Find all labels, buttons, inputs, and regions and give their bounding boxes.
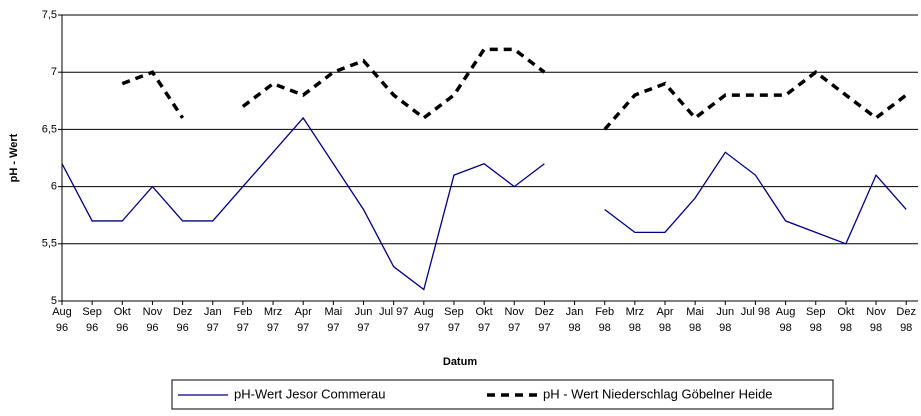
x-tick-label: Sep 98 (805, 306, 826, 334)
y-tick-label: 5 (51, 295, 57, 307)
x-tick-label: Okt 96 (113, 306, 131, 334)
x-tick-label: Apr 97 (294, 306, 312, 334)
series-line (121, 70, 185, 119)
x-tick-label: Sep 96 (82, 306, 102, 334)
x-tick-label: Jul 97 (378, 306, 409, 318)
y-tick-label: 5,5 (42, 238, 57, 250)
x-tick-label: Jun 98 (716, 306, 735, 334)
y-tick-label: 6 (51, 181, 57, 193)
x-tick-label: Aug 98 (775, 306, 796, 334)
x-tick-label: Nov 98 (866, 306, 886, 334)
x-tick-label: Apr 98 (656, 306, 674, 334)
x-tick-label: Dez 97 (534, 306, 555, 334)
x-tick-label: Aug 96 (52, 306, 72, 334)
x-tick-label: Dez 98 (896, 306, 916, 334)
x-tick-label: Feb 97 (233, 306, 253, 334)
x-tick-label: Jan 98 (565, 306, 584, 334)
series-line (604, 151, 907, 245)
x-tick-label: Jul 98 (740, 306, 771, 318)
x-tick-label: Nov 97 (504, 306, 525, 334)
y-tick-label: 7,5 (42, 9, 57, 21)
y-axis-title: pH - Wert (8, 133, 20, 182)
x-tick-label: Mai 97 (324, 306, 343, 334)
x-tick-label: Jun 97 (354, 306, 373, 334)
x-tick-label: Okt 97 (475, 306, 493, 334)
x-tick-label: Mrz 98 (625, 306, 644, 334)
x-tick-label: Mrz 97 (263, 306, 283, 334)
legend-label: pH - Wert Niederschlag Göbelner Heide (543, 386, 773, 401)
x-axis-title: Datum (443, 356, 477, 368)
y-tick-label: 7 (51, 66, 57, 78)
x-tick-label: Nov 96 (142, 306, 163, 334)
x-tick-label: Jan 97 (203, 306, 222, 334)
legend-label: pH-Wert Jesor Commerau (234, 386, 385, 401)
x-tick-label: Dez 96 (172, 306, 193, 334)
series-line (241, 47, 546, 121)
legend-box (171, 379, 834, 410)
series-line (603, 70, 908, 131)
x-tick-label: Mai 98 (686, 306, 704, 334)
x-tick-label: Sep 97 (444, 306, 464, 334)
series-line (61, 116, 545, 291)
x-tick-label: Aug 97 (414, 306, 434, 334)
y-tick-label: 6,5 (42, 123, 57, 135)
x-tick-label: Okt 98 (837, 306, 855, 334)
x-tick-label: Feb 98 (595, 306, 615, 334)
